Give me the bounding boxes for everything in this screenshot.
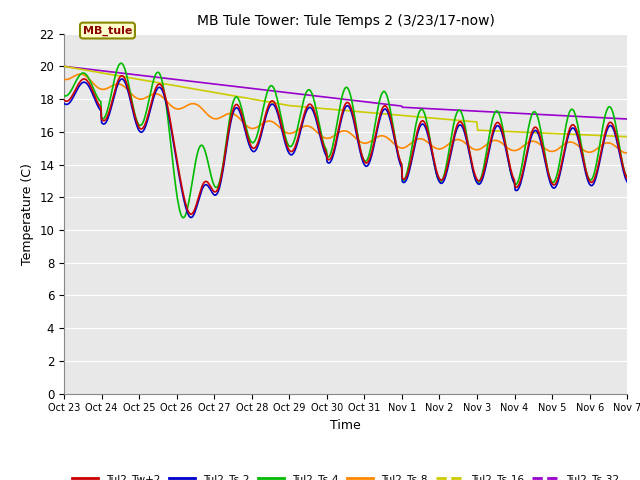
Text: MB_tule: MB_tule	[83, 25, 132, 36]
X-axis label: Time: Time	[330, 419, 361, 432]
Legend: Tul2_Tw+2, Tul2_Ts-2, Tul2_Ts-4, Tul2_Ts-8, Tul2_Ts-16, Tul2_Ts-32: Tul2_Tw+2, Tul2_Ts-2, Tul2_Ts-4, Tul2_Ts…	[67, 470, 624, 480]
Title: MB Tule Tower: Tule Temps 2 (3/23/17-now): MB Tule Tower: Tule Temps 2 (3/23/17-now…	[196, 14, 495, 28]
Y-axis label: Temperature (C): Temperature (C)	[20, 163, 34, 264]
